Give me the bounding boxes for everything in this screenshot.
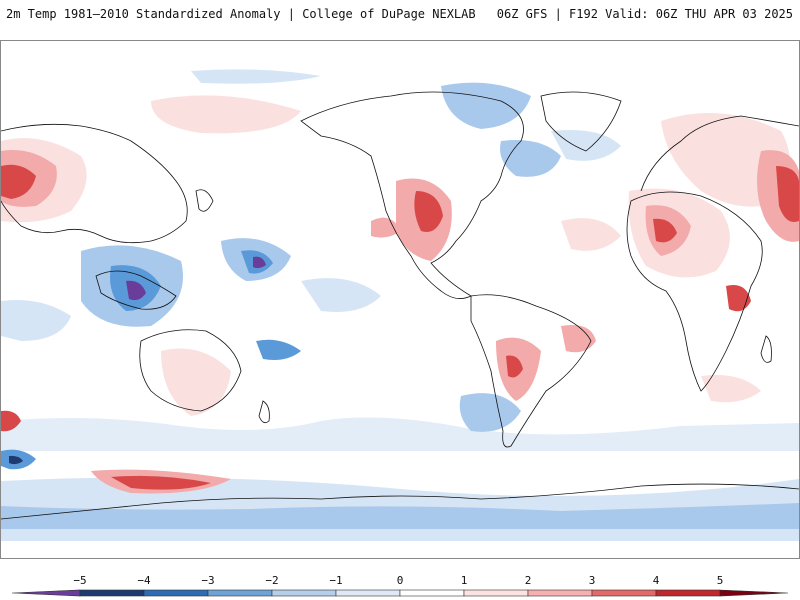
colorbar-swatch <box>143 589 209 597</box>
colorbar-tick-label: 2 <box>525 574 532 587</box>
s-indian-warm <box>701 375 761 403</box>
s-pacific-cold <box>256 339 301 360</box>
new-zealand-outline <box>258 400 270 424</box>
colorbar-swatches <box>11 589 789 597</box>
colorbar-swatch <box>207 589 273 597</box>
colorbar-swatch <box>335 589 401 597</box>
japan-outline <box>195 189 214 212</box>
colorbar-swatch <box>399 589 465 597</box>
south-america-outline <box>470 294 592 448</box>
colorbar-swatch <box>655 589 721 597</box>
colorbar-swatch <box>463 589 529 597</box>
far-right-warm <box>1 410 21 432</box>
asia-outline <box>1 123 188 244</box>
europe-outline <box>640 115 799 192</box>
labrador-cold <box>500 140 561 177</box>
s-atlantic-cold <box>459 393 521 432</box>
colorbar-tick-label: −4 <box>137 574 151 587</box>
colorbar-tick-label: −3 <box>201 574 214 587</box>
n-pacific-light <box>151 95 301 134</box>
colorbar-tick-label: 5 <box>717 574 724 587</box>
top-light-cold <box>191 69 321 84</box>
header-bar: 2m Temp 1981–2010 Standardized Anomaly |… <box>0 0 800 40</box>
far-s-pacific-cold-core <box>9 455 23 465</box>
colorbar-tick-label: −5 <box>73 574 86 587</box>
east-europe-warm-strong <box>776 166 799 222</box>
asia-warm-strong <box>1 164 36 199</box>
africa-warm-strong <box>653 218 677 243</box>
greenland-outline <box>540 91 622 152</box>
africa-outline <box>626 191 763 392</box>
us-southwest-warm-strong <box>414 191 443 232</box>
australia-outline <box>139 329 242 412</box>
map-panel <box>0 40 800 559</box>
colorbar-tick-label: 1 <box>461 574 468 587</box>
colorbar-svg: −5 −4 −3 −2 −1 0 1 2 3 4 5 <box>11 574 789 597</box>
canada-cold <box>441 82 531 129</box>
colorbar-tick-label: 4 <box>653 574 660 587</box>
anomaly-map <box>1 69 799 541</box>
colorbar-swatch <box>11 589 81 597</box>
e-pacific-light-cold <box>301 278 381 312</box>
anomaly-shading <box>1 69 799 541</box>
colorbar-swatch <box>527 589 593 597</box>
antarctic-cold-band-mid <box>1 503 799 529</box>
pacific-warm-streak <box>371 217 401 238</box>
antarctica-outline <box>1 483 799 520</box>
brazil-warm <box>561 325 596 353</box>
colorbar-swatch <box>719 589 789 597</box>
mid-atlantic-light <box>561 218 621 251</box>
australia-warm <box>161 348 231 416</box>
colorbar-swatch <box>591 589 657 597</box>
colorbar-tick-label: −2 <box>265 574 278 587</box>
greenland-sea-cold <box>551 130 621 161</box>
south-america-warm-strong <box>506 355 523 378</box>
w-pacific-cold-extreme <box>253 256 266 269</box>
colorbar-swatch <box>271 589 337 597</box>
coastlines <box>1 91 799 520</box>
colorbar-labels: −5 −4 −3 −2 −1 0 1 2 3 4 5 <box>73 574 723 587</box>
colorbar: −5 −4 −3 −2 −1 0 1 2 3 4 5 <box>0 562 800 600</box>
north-america-outline <box>300 91 524 299</box>
madagascar-outline <box>760 335 772 363</box>
colorbar-tick-label: 3 <box>589 574 596 587</box>
colorbar-swatch <box>79 589 145 597</box>
colorbar-tick-label: −1 <box>329 574 342 587</box>
map-title: 2m Temp 1981–2010 Standardized Anomaly |… <box>6 7 476 21</box>
colorbar-tick-label: 0 <box>397 574 404 587</box>
indonesia-outline <box>95 270 177 310</box>
southern-warm-core <box>111 475 211 490</box>
model-valid-time: 06Z GFS | F192 Valid: 06Z THU APR 03 202… <box>496 7 793 21</box>
east-africa-warm <box>726 285 751 312</box>
southern-ocean-cold <box>1 417 799 451</box>
indian-ocean-cold <box>1 300 71 341</box>
indonesia-cold-extreme <box>126 280 146 301</box>
